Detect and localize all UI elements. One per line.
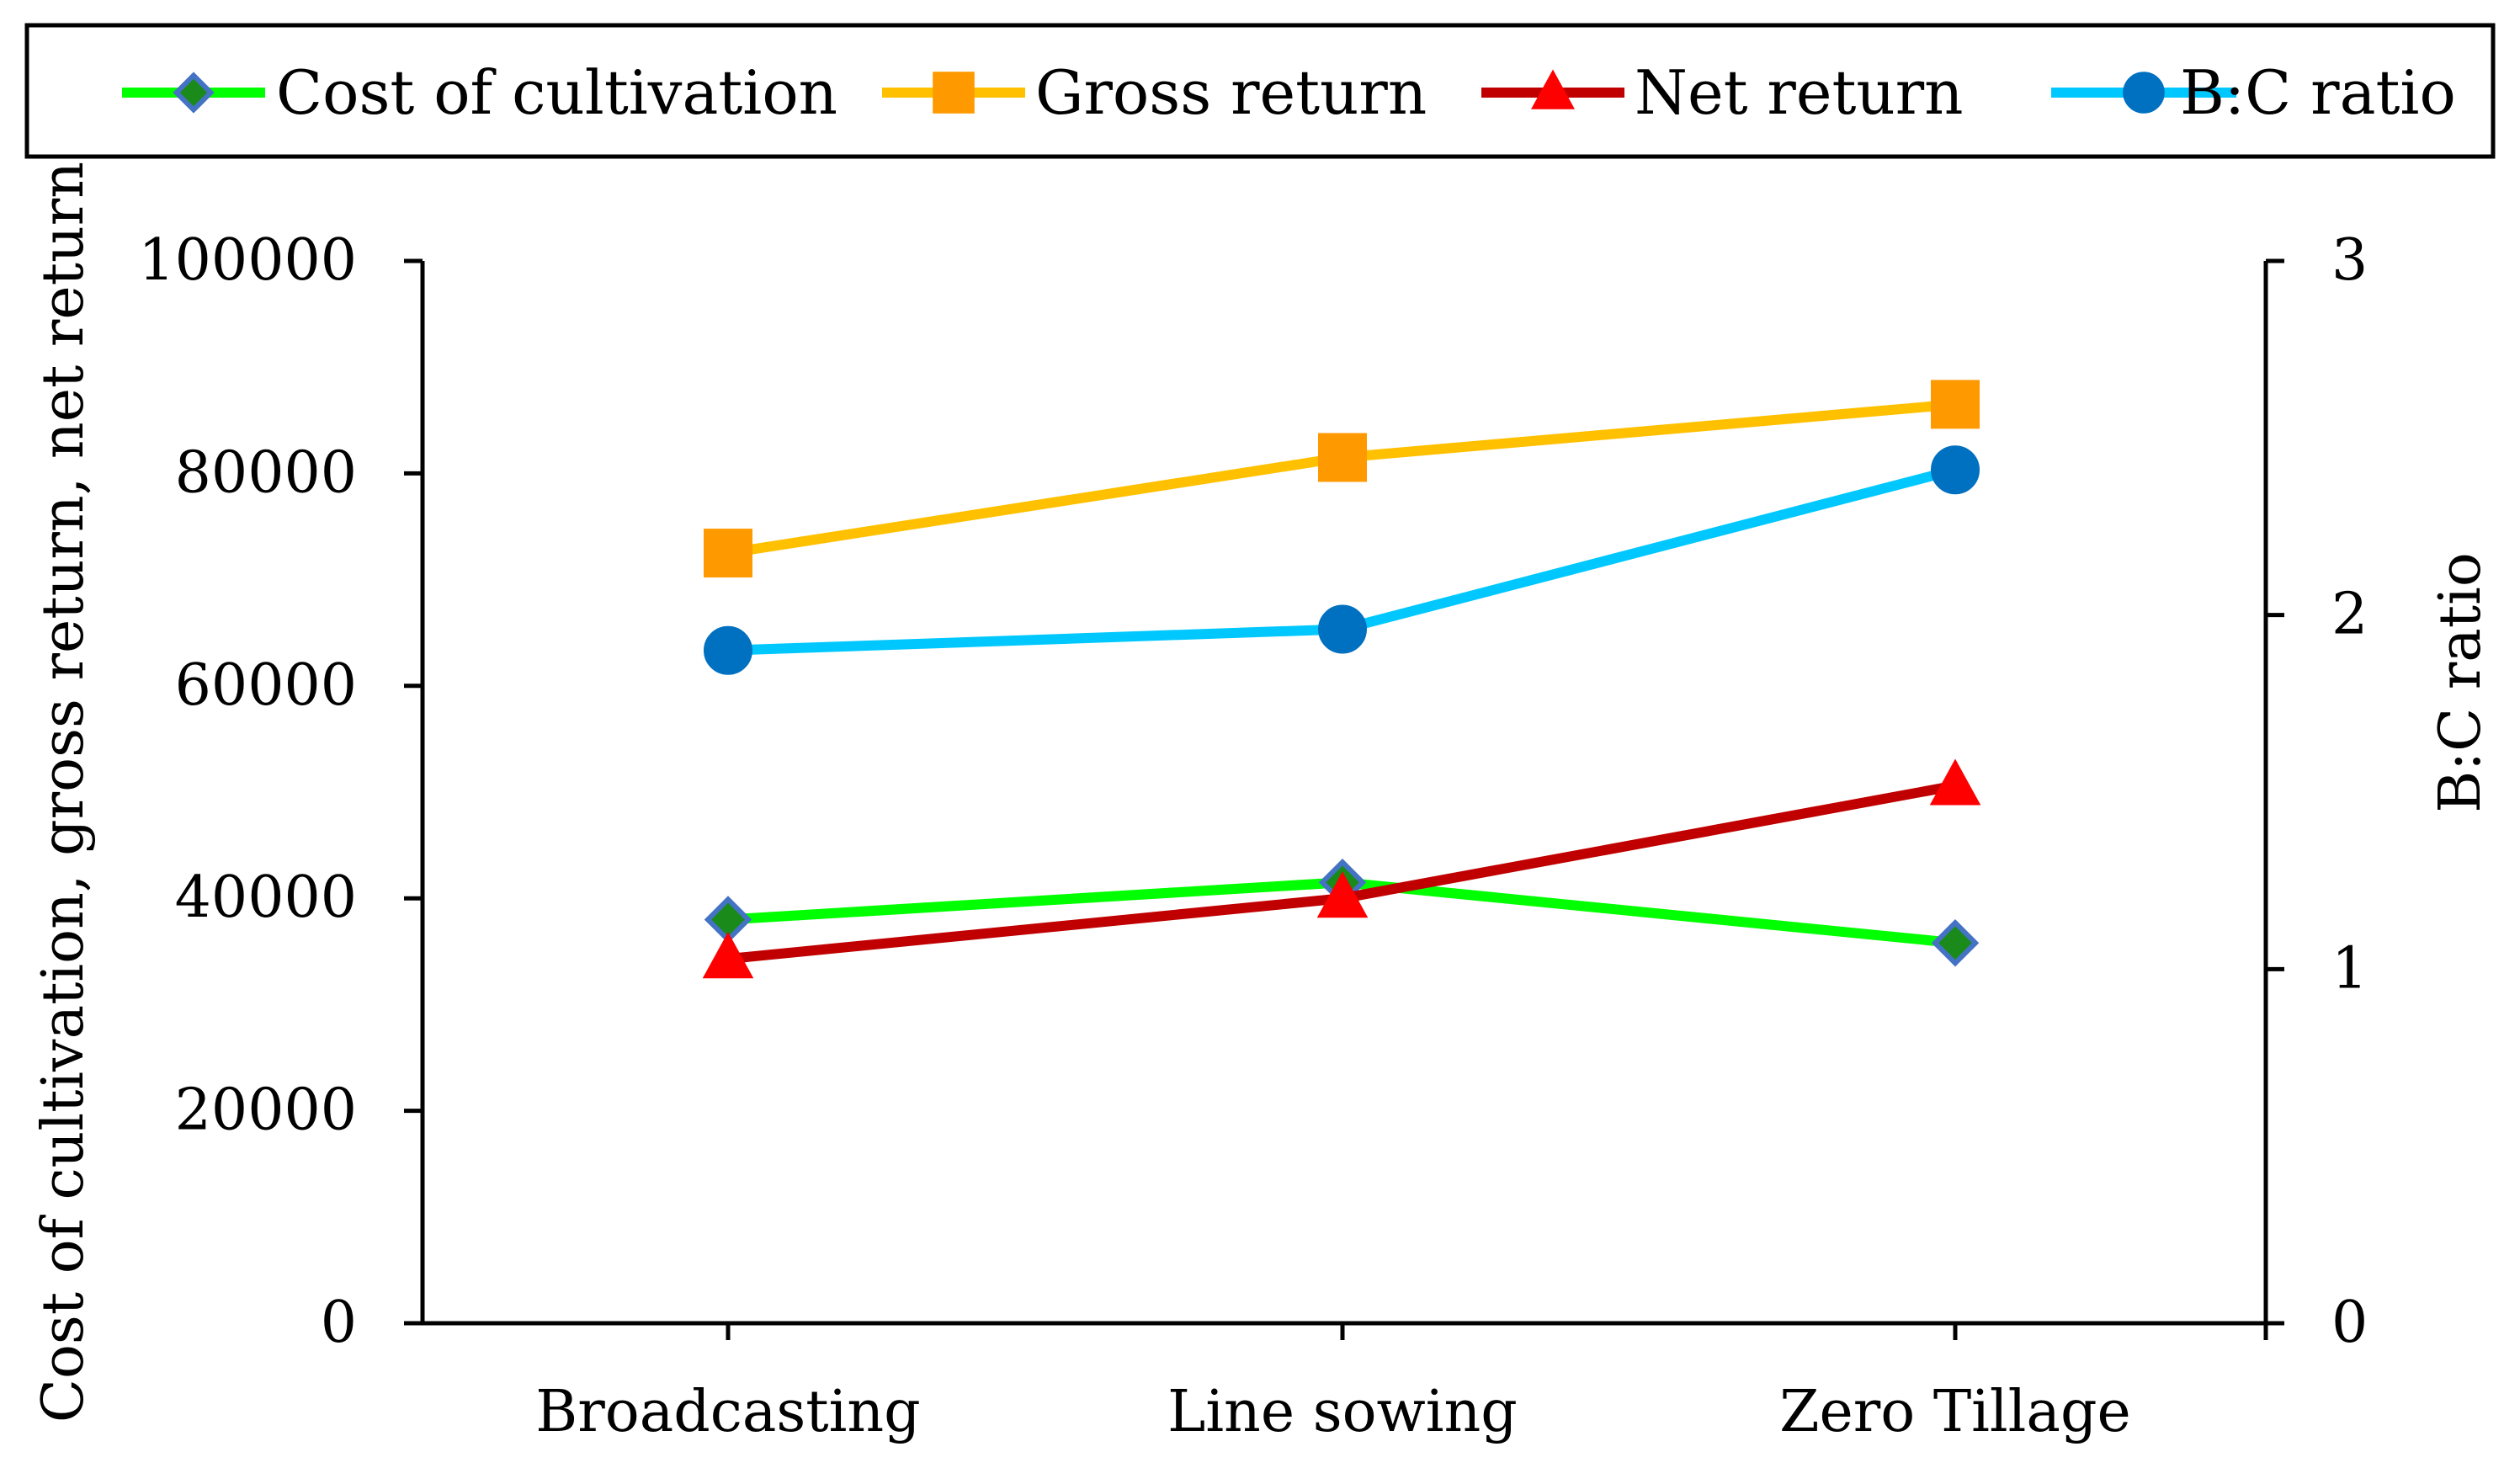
legend-marker bbox=[933, 72, 975, 114]
legend-item: Net return bbox=[1481, 57, 1964, 128]
legend-item: Gross return bbox=[882, 57, 1427, 128]
x-tick-label: Broadcasting bbox=[535, 1379, 920, 1445]
legend: Cost of cultivation Gross return Net retur… bbox=[24, 23, 2496, 159]
data-point bbox=[1316, 871, 1369, 918]
series-layer bbox=[702, 380, 1981, 979]
data-point bbox=[1931, 918, 1980, 967]
left-y-tick-label: 60000 bbox=[175, 652, 357, 719]
right-y-tick-label: 3 bbox=[2331, 227, 2368, 294]
x-tick-label: Line sowing bbox=[1167, 1379, 1518, 1445]
legend-label: Cost of cultivation bbox=[276, 57, 837, 128]
legend-label: Gross return bbox=[1035, 57, 1427, 128]
legend-marker bbox=[1530, 69, 1576, 109]
axes: 0 20000 40000 60000 80000 100000 0 1 2 3 Broadca… bbox=[138, 227, 2368, 1445]
legend-label: Net return bbox=[1635, 57, 1964, 128]
right-y-axis-title: B:C ratio bbox=[2427, 552, 2494, 813]
data-point bbox=[1931, 445, 1980, 495]
right-y-tick-label: 1 bbox=[2331, 935, 2368, 1002]
left-y-tick-label: 20000 bbox=[175, 1077, 357, 1144]
legend-marker bbox=[2123, 72, 2165, 114]
data-point bbox=[704, 529, 752, 578]
series-net-return bbox=[702, 758, 1981, 979]
data-point bbox=[1318, 433, 1367, 482]
data-point bbox=[1318, 604, 1367, 654]
series-gross-return bbox=[704, 380, 1980, 578]
left-y-tick-label: 0 bbox=[321, 1290, 357, 1356]
left-y-tick-label: 80000 bbox=[175, 439, 357, 506]
data-point bbox=[704, 625, 752, 675]
data-point bbox=[1931, 380, 1980, 429]
left-y-axis-title: Cost of cultivation, gross return, net r… bbox=[30, 162, 97, 1423]
data-point bbox=[702, 932, 754, 979]
x-tick-label: Zero Tillage bbox=[1779, 1379, 2130, 1445]
legend-item: B:C ratio bbox=[2051, 57, 2456, 128]
left-y-tick-label: 100000 bbox=[138, 227, 357, 294]
right-y-tick-label: 2 bbox=[2331, 582, 2368, 648]
right-y-tick-label: 0 bbox=[2331, 1290, 2368, 1356]
left-y-tick-label: 40000 bbox=[175, 864, 357, 931]
legend-marker bbox=[173, 72, 215, 114]
data-point bbox=[1929, 758, 1981, 806]
legend-item: Cost of cultivation bbox=[122, 57, 837, 128]
series-b-c-ratio bbox=[704, 445, 1980, 675]
legend-label: B:C ratio bbox=[2180, 57, 2456, 128]
